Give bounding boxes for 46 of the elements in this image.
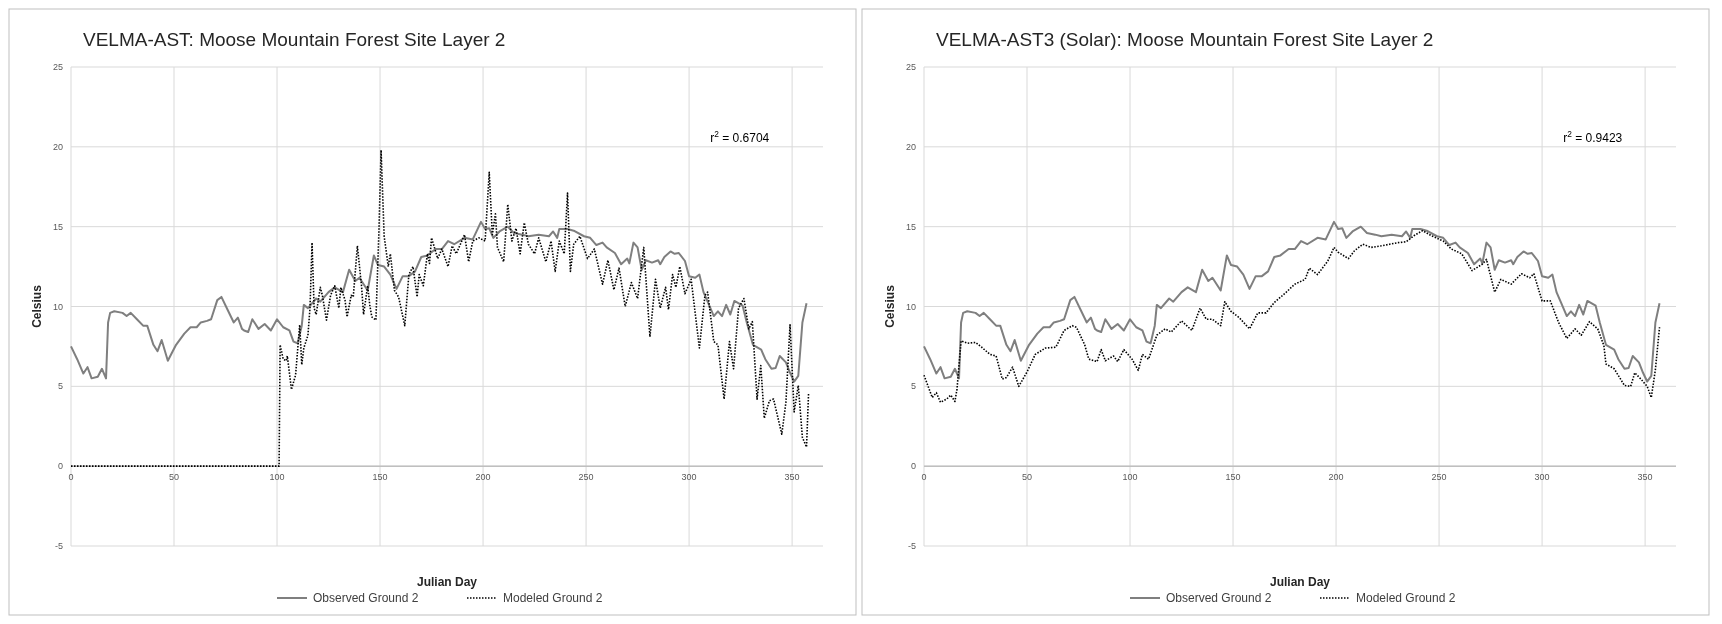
x-tick-label: 50	[169, 472, 180, 483]
y-tick-label: 5	[57, 381, 63, 392]
y-tick-label: 0	[910, 461, 916, 472]
x-tick-label: 300	[681, 472, 697, 483]
x-tick-label: 0	[68, 472, 74, 483]
x-tick-label: 0	[921, 472, 927, 483]
legend-label: Observed Ground 2	[313, 591, 419, 605]
y-axis-title: Celsius	[30, 284, 44, 328]
x-tick-label: 350	[784, 472, 800, 483]
x-tick-label: 200	[475, 472, 491, 483]
x-tick-label: 300	[1534, 472, 1550, 483]
line-series	[70, 149, 810, 467]
y-axis-title: Celsius	[883, 284, 897, 328]
y-tick-label: 20	[905, 141, 916, 152]
x-axis-title: Julian Day	[416, 575, 478, 589]
y-tick-label: 15	[905, 221, 916, 232]
y-tick-label: 20	[52, 141, 63, 152]
legend-label: Modeled Ground 2	[503, 591, 603, 605]
y-tick-label: 5	[910, 381, 916, 392]
x-tick-label: 250	[578, 472, 594, 483]
chart-title: VELMA-AST: Moose Mountain Forest Site Layer 2	[83, 29, 506, 50]
chart-title: VELMA-AST3 (Solar): Moose Mountain Forest Site Layer 2	[936, 29, 1434, 50]
line-series	[923, 220, 1661, 383]
x-tick-label: 150	[1225, 472, 1241, 483]
x-tick-label: 200	[1328, 472, 1344, 483]
line-series	[923, 229, 1661, 404]
x-tick-label: 350	[1637, 472, 1653, 483]
x-tick-label: 100	[269, 472, 285, 483]
y-tick-label: 10	[52, 301, 63, 312]
y-tick-label: 0	[57, 461, 63, 472]
x-tick-label: 150	[372, 472, 388, 483]
y-tick-label: 10	[905, 301, 916, 312]
annotation: r$^{2}$ = 0.9423	[1563, 129, 1623, 145]
annotation: r$^{2}$ = 0.6704	[710, 129, 770, 145]
legend-label: Observed Ground 2	[1166, 591, 1272, 605]
legend-label: Modeled Ground 2	[1356, 591, 1456, 605]
y-tick-label: 15	[52, 221, 63, 232]
line-series	[70, 220, 808, 383]
y-tick-label: -5	[907, 541, 916, 551]
x-axis-title: Julian Day	[1269, 575, 1331, 589]
x-tick-label: 50	[1022, 472, 1033, 483]
y-tick-label: 25	[52, 62, 63, 72]
y-tick-label: 25	[905, 62, 916, 72]
y-tick-label: -5	[54, 541, 63, 551]
x-tick-label: 100	[1122, 472, 1138, 483]
x-tick-label: 250	[1431, 472, 1447, 483]
